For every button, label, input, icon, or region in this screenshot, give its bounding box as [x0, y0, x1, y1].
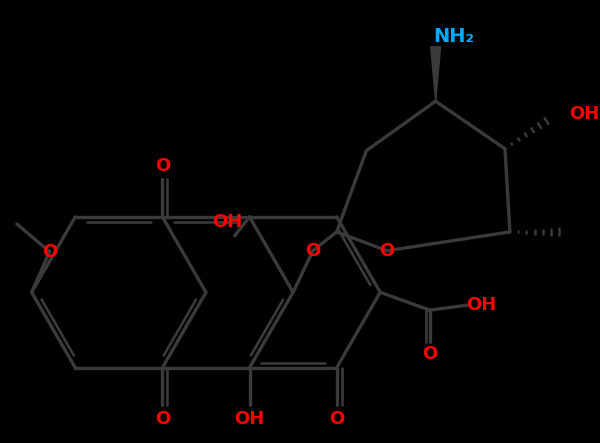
- Text: OH: OH: [212, 213, 243, 231]
- Text: O: O: [329, 410, 344, 428]
- Text: O: O: [42, 243, 57, 260]
- Text: O: O: [305, 242, 320, 260]
- Text: O: O: [422, 345, 437, 363]
- Text: O: O: [380, 242, 395, 260]
- Text: OH: OH: [466, 296, 496, 314]
- Text: OH: OH: [235, 410, 265, 428]
- Text: NH₂: NH₂: [433, 27, 474, 47]
- Polygon shape: [431, 47, 440, 101]
- Text: O: O: [155, 410, 170, 428]
- Text: OH: OH: [569, 105, 599, 123]
- Text: O: O: [155, 157, 170, 175]
